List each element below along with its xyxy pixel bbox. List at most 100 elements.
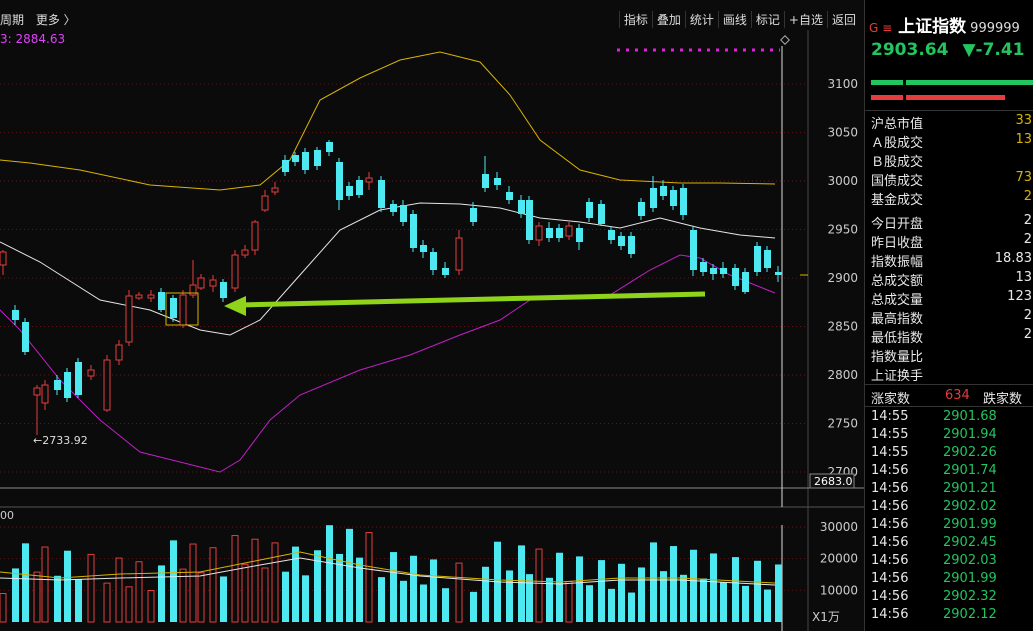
tick-time: 14:56 (871, 589, 909, 604)
toolbar-left: 周期 更多 〉 (0, 11, 84, 28)
tick-row: 14:56 2902.45 (871, 535, 1033, 553)
tick-time: 14:56 (871, 481, 909, 496)
kline-chart-svg[interactable]: 3100305030002950290028502800275027002683… (0, 0, 864, 631)
stat-label: 昨日收盘 (871, 236, 924, 251)
volume-bar (41, 546, 49, 623)
toolbar-button[interactable]: 指标 (618, 11, 652, 28)
price-axis-label: 3100 (827, 77, 858, 91)
volume-bar (710, 553, 717, 622)
volume-bar (179, 568, 187, 623)
stat-row: 指数量比 (871, 346, 1033, 365)
upper-band-line (0, 51, 776, 191)
candle-body (775, 272, 782, 275)
toolbar-button[interactable]: +自选 (783, 11, 827, 28)
volume-bar (576, 556, 583, 622)
price-axis-label: 3050 (827, 126, 858, 140)
stat-value: 123 (1007, 289, 1032, 304)
candle-body (638, 202, 645, 216)
toolbar-button[interactable]: 统计 (684, 11, 718, 28)
stat-label: 今日开盘 (871, 217, 924, 232)
stat-label: 最高指数 (871, 312, 924, 327)
kline-chart-area[interactable]: 3100 3050 3000 2950 2900 2850 2800 2750 2700 2683… (0, 0, 864, 631)
stat-label: Ａ股成交 (871, 136, 924, 151)
index-change: ▼-7.41 (962, 40, 1025, 60)
stat-value: 2 (1023, 308, 1032, 323)
candle-body (680, 188, 687, 215)
candle-body (231, 254, 239, 289)
toolbar-button[interactable]: 标记 (750, 11, 784, 28)
middle-band-line (0, 202, 776, 336)
volume-bar (220, 576, 227, 622)
fall-label: 跌家数 (983, 392, 1023, 407)
volume-bar (526, 574, 533, 622)
candle-body (710, 268, 717, 274)
stat-row: Ａ股成交 13 (871, 132, 1033, 151)
g-menu-icon[interactable]: G ≡ (869, 21, 893, 35)
highlight-box (165, 292, 199, 326)
candle-body (365, 177, 373, 183)
toolbar-button[interactable]: 叠加 (651, 11, 685, 28)
volume-bar (231, 535, 239, 623)
candle-body (565, 225, 573, 237)
stat-label: 指数振幅 (871, 255, 924, 270)
tick-time: 14:56 (871, 553, 909, 568)
tick-row: 14:56 2901.21 (871, 481, 1033, 499)
tick-price: 2902.02 (943, 499, 997, 514)
volume-bar (650, 542, 657, 622)
candle-body (378, 180, 385, 208)
candle-body (314, 150, 321, 166)
period-button[interactable]: 周期 (0, 13, 25, 27)
stat-row: 国债成交 73 (871, 170, 1033, 189)
stat-row: 总成交量 123 (871, 289, 1033, 308)
volume-bar (378, 577, 385, 622)
stat-label: 国债成交 (871, 174, 924, 189)
tick-row: 14:56 2901.99 (871, 517, 1033, 535)
chart-toolbar: 周期 更多 〉 指标 叠加 统计 画线 标记 +自选 返回 (0, 8, 864, 30)
volume-bar (660, 571, 667, 622)
stat-row: 最低指数 2 (871, 327, 1033, 346)
candle-body (618, 236, 625, 246)
volume-bar (64, 550, 71, 622)
tick-row: 14:55 2902.26 (871, 445, 1033, 463)
diamond-icon (780, 35, 790, 45)
toolbar-button[interactable]: 画线 (717, 11, 751, 28)
candle-body (598, 204, 605, 224)
stat-row: 指数振幅 18.83 (871, 251, 1033, 270)
volume-bar (442, 588, 449, 622)
candle-body (0, 251, 7, 266)
volume-bar (618, 563, 625, 622)
tick-time: 14:55 (871, 409, 909, 424)
candle-body (12, 310, 19, 320)
breadth-bars (871, 80, 1033, 110)
volume-bar (292, 546, 299, 622)
volume-bar (720, 582, 727, 622)
volume-bar (690, 549, 697, 622)
volume-bar (775, 564, 782, 622)
tick-price: 2902.12 (943, 607, 997, 622)
tick-row: 14:56 2902.03 (871, 553, 1033, 571)
candle-body (430, 252, 437, 270)
price-tag-label: 2683.0 (814, 475, 853, 488)
rise-fall-row: 涨家数 634 跌家数 (865, 386, 1033, 407)
candle-body (732, 268, 739, 286)
index-name: 上证指数 (898, 17, 967, 37)
volume-bar (670, 546, 677, 622)
volume-bar (742, 585, 749, 622)
more-button[interactable]: 更多 〉 (35, 13, 76, 27)
volume-bar (87, 553, 95, 623)
stat-label: 最低指数 (871, 331, 924, 346)
candle-body (33, 387, 41, 396)
volume-bar (535, 548, 543, 623)
volume-bar (700, 578, 707, 622)
candle-body (209, 279, 217, 287)
stat-row: 上证换手 (871, 365, 1033, 384)
low-annotation: ←2733.92 (33, 434, 88, 447)
toolbar-button[interactable]: 返回 (826, 11, 860, 28)
candle-body (87, 369, 95, 377)
trend-arrow-head (224, 296, 246, 316)
candle-body (518, 200, 525, 214)
volume-bar (282, 571, 289, 622)
tick-time: 14:56 (871, 463, 909, 478)
volume-axis-label: 30000 (820, 520, 858, 534)
